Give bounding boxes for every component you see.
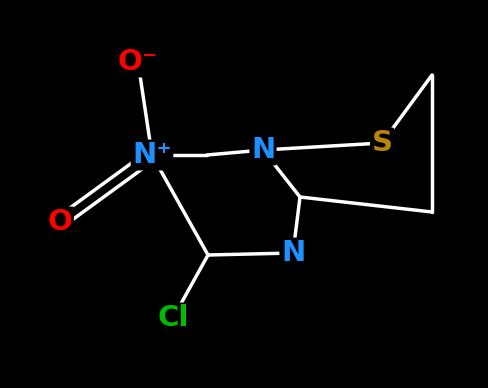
Text: N: N — [280, 239, 305, 267]
Text: S: S — [371, 129, 392, 157]
Text: Cl: Cl — [157, 304, 188, 332]
Text: O⁻: O⁻ — [118, 48, 158, 76]
Text: N⁺: N⁺ — [132, 141, 171, 169]
Text: O: O — [47, 208, 72, 236]
Text: N: N — [250, 136, 275, 164]
